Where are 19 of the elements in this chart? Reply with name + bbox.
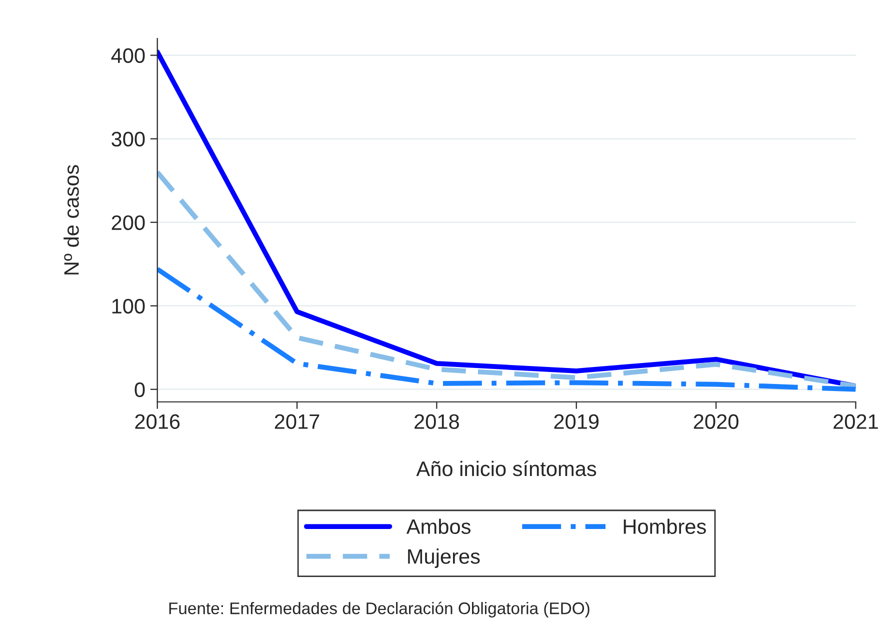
y-tick-label: 200 — [112, 215, 145, 230]
legend-label: Mujeres — [408, 548, 480, 568]
x-tick-label: 2020 — [694, 414, 738, 429]
legend-label: Ambos — [406, 518, 470, 534]
y-axis-title: Nº de casos — [64, 165, 79, 274]
x-tick-label: 2021 — [834, 414, 878, 429]
x-tick-label: 2016 — [135, 414, 180, 429]
line-series — [157, 170, 856, 388]
y-tick-label: 100 — [112, 298, 145, 314]
x-tick-label: 2017 — [274, 414, 320, 429]
y-tick-label: 0 — [134, 382, 145, 398]
y-tick-label: 300 — [112, 132, 145, 147]
line-series — [157, 266, 856, 392]
legend-label: Hombres — [624, 518, 706, 534]
x-tick-label: 2019 — [554, 414, 599, 429]
source-note: Fuente: Enfermedades de Declaración Obligatoria (EDO) — [169, 602, 590, 618]
x-tick-label: 2018 — [414, 414, 459, 429]
x-axis-title: Año inicio síntomas — [416, 460, 596, 476]
y-tick-label: 400 — [111, 48, 145, 64]
